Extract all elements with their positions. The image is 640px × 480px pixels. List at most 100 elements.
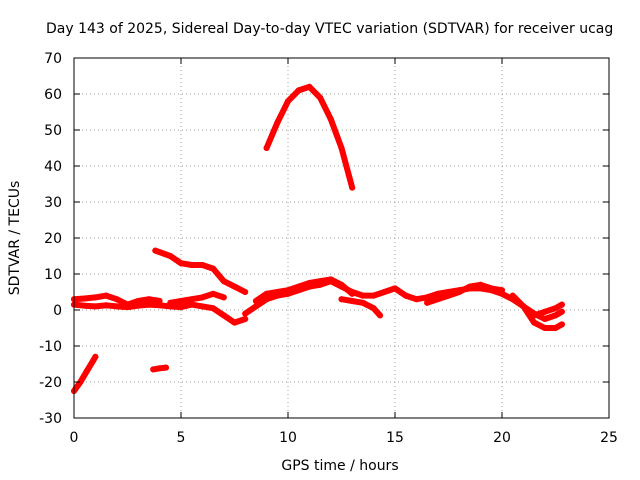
y-axis-label: SDTVAR / TECUs — [7, 181, 23, 296]
data-point — [402, 292, 409, 299]
data-point — [370, 292, 377, 299]
chart-title: Day 143 of 2025, Sidereal Day-to-day VTE… — [46, 21, 613, 37]
series-arc-4 — [152, 247, 249, 295]
data-point — [220, 278, 227, 285]
data-point — [531, 319, 538, 326]
data-point — [306, 83, 313, 90]
data-point — [531, 312, 538, 319]
data-point — [295, 87, 302, 94]
data-point — [145, 301, 152, 308]
data-point — [92, 303, 99, 310]
data-point — [349, 184, 356, 191]
data-point — [413, 296, 420, 303]
data-point — [558, 301, 565, 308]
data-point — [338, 281, 345, 288]
data-point — [178, 304, 184, 311]
data-point — [499, 287, 505, 294]
y-tick-label: 10 — [44, 267, 62, 283]
y-tick-label: 70 — [44, 51, 62, 67]
data-point — [434, 290, 441, 297]
data-point — [135, 298, 142, 304]
data-point — [349, 298, 356, 304]
data-point — [552, 325, 559, 331]
data-point — [210, 290, 217, 297]
series-arc-10 — [338, 296, 383, 319]
series-line — [252, 276, 356, 304]
y-tick-label: 50 — [44, 123, 62, 139]
data-point — [188, 262, 195, 268]
data-point — [488, 285, 495, 292]
data-point — [263, 290, 270, 297]
data-point — [327, 276, 334, 283]
data-point — [274, 119, 281, 126]
data-point — [285, 287, 291, 294]
data-point — [167, 299, 174, 306]
data-point — [81, 295, 88, 302]
data-point — [359, 299, 366, 306]
series-arc-12 — [509, 292, 565, 331]
data-series — [71, 83, 565, 394]
x-tick-label: 20 — [493, 430, 511, 446]
data-point — [338, 296, 345, 303]
grid — [74, 58, 609, 418]
data-point — [199, 303, 206, 310]
data-point — [541, 316, 548, 322]
data-point — [274, 289, 281, 295]
y-tick-label: 40 — [44, 159, 62, 175]
data-point — [377, 312, 383, 319]
data-point — [541, 308, 548, 315]
x-tick-label: 0 — [70, 430, 79, 446]
data-point — [295, 283, 302, 290]
data-point — [92, 353, 99, 360]
series-line — [263, 83, 356, 191]
y-axis: -30 -20 -10 0 10 20 30 40 50 60 70 — [39, 51, 609, 427]
data-point — [552, 305, 559, 312]
data-point — [77, 379, 84, 385]
data-point — [156, 302, 163, 309]
data-point — [317, 278, 324, 285]
data-point — [81, 302, 88, 309]
data-point — [242, 310, 249, 317]
data-point — [242, 316, 249, 322]
data-point — [145, 296, 152, 303]
data-point — [83, 368, 90, 375]
data-point — [103, 292, 110, 299]
data-point — [317, 94, 324, 101]
series-arc-2 — [71, 301, 249, 326]
series-arc-9 — [252, 276, 356, 304]
x-tick-label: 15 — [386, 430, 404, 446]
data-point — [152, 247, 159, 254]
data-point — [199, 294, 206, 301]
data-point — [327, 116, 334, 123]
data-point — [113, 296, 120, 303]
x-axis-label: GPS time / hours — [281, 458, 398, 474]
y-tick-label: 20 — [44, 231, 62, 247]
data-point — [558, 308, 565, 315]
data-point — [231, 283, 238, 290]
data-point — [424, 299, 431, 306]
data-point — [359, 292, 366, 299]
data-point — [424, 294, 431, 301]
data-point — [156, 365, 163, 372]
y-tick-label: -30 — [39, 411, 62, 427]
series-arc-6 — [167, 290, 227, 306]
data-point — [263, 145, 270, 151]
y-tick-label: 0 — [53, 303, 62, 319]
data-point — [338, 145, 345, 151]
series-arc-11 — [424, 281, 505, 306]
x-tick-label: 25 — [600, 430, 618, 446]
data-point — [434, 296, 441, 303]
x-tick-label: 5 — [177, 430, 186, 446]
x-tick-label: 10 — [279, 430, 297, 446]
data-point — [558, 321, 565, 328]
data-point — [220, 312, 227, 319]
data-point — [466, 283, 473, 290]
data-point — [163, 364, 169, 371]
y-tick-label: -10 — [39, 339, 62, 355]
x-axis: 0 5 10 15 20 25 — [70, 58, 618, 446]
data-point — [285, 98, 291, 105]
data-point — [167, 253, 174, 259]
data-point — [199, 262, 206, 268]
y-tick-label: 60 — [44, 87, 62, 103]
